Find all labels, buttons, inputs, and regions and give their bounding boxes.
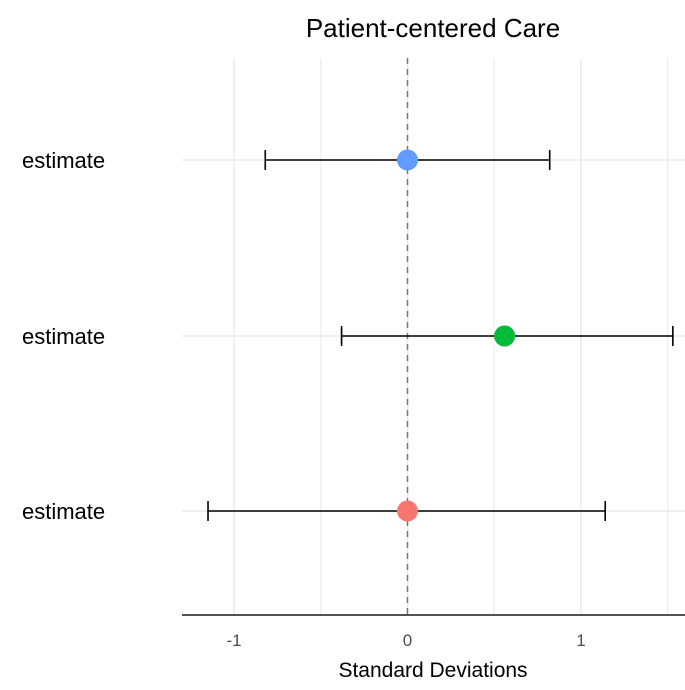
x-axis-label: Standard Deviations	[338, 659, 527, 682]
estimate-row-1	[264, 149, 551, 171]
y-tick-label: estimate	[22, 148, 105, 173]
y-axis-labels: estimate estimate estimate	[22, 148, 105, 524]
x-tick-label: 1	[576, 631, 585, 650]
x-tick-label: -1	[226, 631, 241, 650]
point-estimate	[494, 325, 516, 347]
estimate-marks	[207, 149, 674, 522]
point-estimate	[396, 500, 418, 522]
y-tick-label: estimate	[22, 499, 105, 524]
x-axis-ticks: -1 0 1	[226, 631, 585, 650]
chart-title: Patient-centered Care	[306, 13, 560, 43]
estimate-row-2	[340, 325, 674, 347]
x-tick-label: 0	[403, 631, 412, 650]
estimate-row-3	[207, 500, 607, 522]
y-tick-label: estimate	[22, 324, 105, 349]
point-estimate	[396, 149, 418, 171]
